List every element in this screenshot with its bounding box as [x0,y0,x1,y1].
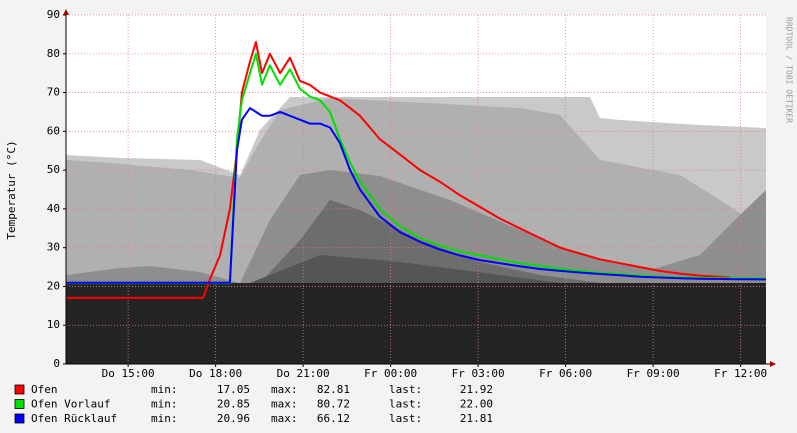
y-tick-label: 40 [47,202,60,215]
x-tick-label: Fr 12:00 [714,367,767,380]
stat-value: 20.96 [217,412,250,425]
legend-swatch [14,399,25,409]
background-bands [66,97,766,364]
series-line [66,52,767,285]
x-tick-label: Fr 00:00 [364,367,417,380]
y-tick-label: 70 [47,86,60,99]
stat-label: min: [151,383,178,396]
stat-label: max: [271,383,298,396]
stat-label: last: [389,412,422,425]
stat-label: last: [389,398,422,411]
stat-value: 20.85 [217,398,250,411]
y-tick-label: 10 [47,318,60,331]
x-tick-label: Fr 06:00 [539,367,592,380]
series-line [66,41,730,299]
legend-label: Ofen Vorlauf [31,398,110,411]
legend-label: Ofen [31,383,58,396]
stat-label: min: [151,412,178,425]
stat-value: 17.05 [217,383,250,396]
y-tick-label: 80 [47,47,60,60]
y-tick-label: 90 [47,8,60,21]
y-tick-label: 50 [47,163,60,176]
legend-swatch [14,413,25,424]
axis-arrow [63,9,69,15]
legend: Ofen min: 17.05 max: 82.81 last: 21.92 Ofen Vor… [14,383,493,425]
x-tick-label: Do 21:00 [277,367,330,380]
stat-label: max: [271,412,298,425]
legend-swatch [14,384,25,395]
stat-value: 21.92 [460,383,493,396]
band [250,255,560,283]
watermark: RRDTOOL / TOBI OETIKER [785,17,794,123]
stat-value: 21.81 [460,412,493,425]
y-tick-label: 60 [47,124,60,137]
band [66,283,766,364]
x-tick-label: Do 15:00 [102,367,155,380]
y-axis-label: Temperatur (°C) [5,140,18,239]
y-tick-label: 20 [47,279,60,292]
x-tick-label: Fr 03:00 [452,367,505,380]
stat-value: 82.81 [317,383,350,396]
y-tick-label: 30 [47,241,60,254]
x-tick-label: Fr 09:00 [627,367,680,380]
stat-label: max: [271,398,298,411]
x-tick-label: Do 18:00 [189,367,242,380]
lines [66,41,767,299]
legend-label: Ofen Rücklauf [31,412,117,425]
stat-label: last: [389,383,422,396]
stat-value: 80.72 [317,398,350,411]
series-line [66,107,767,284]
stat-value: 22.00 [460,398,493,411]
stat-label: min: [151,398,178,411]
band [66,170,766,283]
axis-arrow [770,361,776,367]
stat-value: 66.12 [317,412,350,425]
y-tick-label: 0 [53,357,60,370]
